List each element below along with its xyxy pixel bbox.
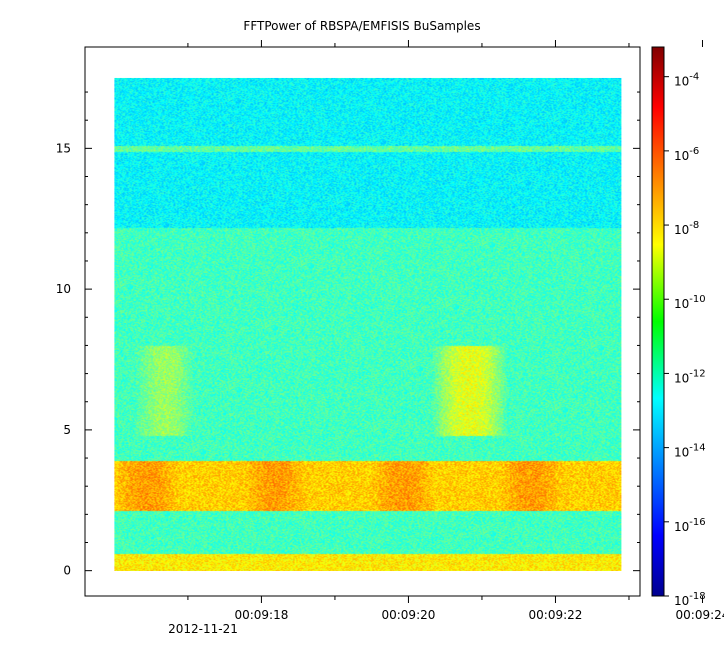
y-tick-label: 15	[56, 141, 71, 155]
colorbar-tick-label: 10-8	[674, 220, 699, 237]
x-tick-label: 00:09:18	[234, 608, 288, 622]
colorbar-tick-label: 10-18	[674, 591, 706, 608]
x-tick-label: 00:09:20	[381, 608, 435, 622]
spectrogram-image	[114, 77, 622, 571]
colorbar-tick-label: 10-10	[674, 294, 706, 311]
x-date-label: 2012-11-21	[168, 622, 238, 636]
y-tick-label: 0	[63, 564, 71, 578]
spectrogram-heatmap	[114, 77, 622, 571]
colorbar	[651, 46, 665, 597]
y-tick-label: 10	[56, 282, 71, 296]
chart-title: FFTPower of RBSPA/EMFISIS BuSamples	[243, 19, 480, 33]
colorbar-tick-label: 10-12	[674, 368, 706, 385]
y-tick-label: 5	[63, 423, 71, 437]
colorbar-tick-label: 10-6	[674, 146, 699, 163]
colorbar-ticks: 10-4 10-6 10-8 10-10 10-12 10-14 10-16 10-18	[664, 72, 706, 608]
x-tick-label: 00:09:22	[529, 608, 583, 622]
colorbar-tick-label: 10-14	[674, 443, 706, 460]
colorbar-tick-label: 10-16	[674, 517, 706, 534]
x-axis: 00:09:18 00:09:20 00:09:22 00:09:24	[187, 40, 724, 622]
x-tick-label: 00:09:24	[676, 608, 724, 622]
y-axis: 0 5 10 15	[56, 91, 640, 578]
colorbar-tick-label: 10-4	[674, 72, 699, 89]
